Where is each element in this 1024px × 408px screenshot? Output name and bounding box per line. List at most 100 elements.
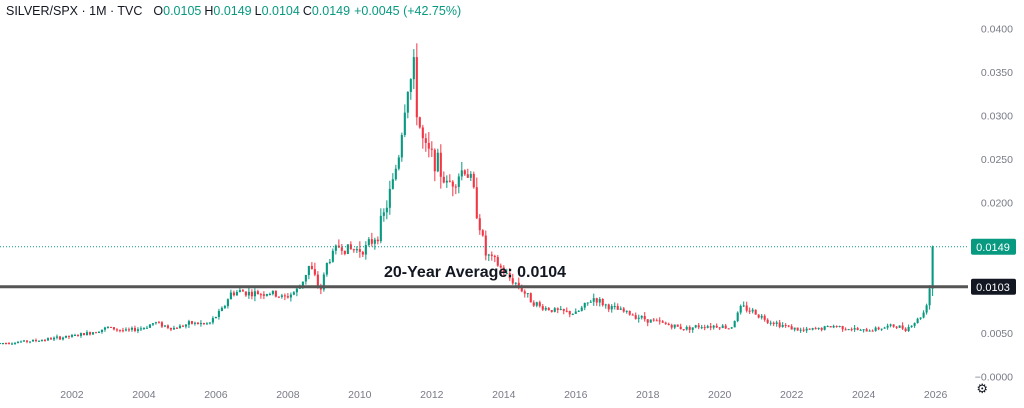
candle-body [640, 315, 643, 318]
candle-body [208, 322, 211, 324]
candle-body [394, 168, 397, 180]
candle-body [247, 291, 250, 296]
candle-body [166, 325, 169, 328]
candle-body [784, 325, 787, 327]
candle-body [139, 328, 142, 330]
candle-body [925, 305, 928, 313]
candle-body [439, 152, 442, 177]
candle-body [841, 325, 844, 330]
candle-body [904, 328, 907, 332]
candle-body [829, 326, 832, 328]
candle-body [655, 320, 658, 322]
candle-body [13, 343, 17, 345]
candle-body [253, 291, 256, 297]
candle-body [928, 288, 931, 306]
candle-body [874, 327, 877, 331]
candle-body [736, 312, 739, 322]
candle-body [70, 335, 74, 337]
candle-body [97, 331, 101, 333]
candle-body [124, 329, 127, 331]
candle-body [343, 250, 346, 254]
candle-body [256, 291, 259, 295]
candle-body [808, 328, 811, 330]
candle-body [436, 152, 439, 172]
candle-body [556, 308, 559, 310]
candle-body [853, 328, 856, 330]
candle-body [205, 323, 208, 325]
candle-body [328, 261, 331, 263]
candle-body [67, 335, 71, 337]
candle-body [712, 325, 715, 328]
candle-body [238, 290, 241, 292]
level-price-tag [971, 278, 1016, 295]
candle-body [79, 333, 83, 336]
candle-body [292, 292, 295, 295]
candle-body [0, 343, 2, 345]
candle-body [340, 247, 343, 251]
candle-body [766, 319, 769, 323]
candle-body [667, 323, 670, 326]
candle-body [442, 176, 445, 183]
candle-body [748, 310, 751, 312]
candle-body [130, 327, 133, 330]
candle-body [274, 290, 277, 297]
candle-body [778, 322, 781, 327]
candle-body [229, 292, 232, 300]
candle-body [916, 318, 919, 324]
candle-body [355, 249, 358, 251]
candle-body [922, 312, 925, 318]
candle-body [484, 235, 487, 256]
candle-body [94, 332, 98, 334]
candle-body [835, 325, 838, 327]
candle-body [232, 292, 235, 296]
candle-body [286, 296, 289, 298]
candle-body [931, 246, 934, 289]
candle-body [865, 329, 868, 332]
candle-body [457, 176, 460, 187]
symbol-label[interactable]: SILVER/SPX · 1M · TVC [6, 4, 143, 18]
x-tick-label: 2024 [852, 389, 876, 401]
candle-body [787, 325, 790, 327]
candle-body [919, 317, 922, 319]
candle-body [10, 343, 14, 345]
close-value: 0.0149 [311, 4, 351, 18]
candle-body [532, 302, 535, 306]
candle-body [718, 327, 721, 329]
candle-body [49, 338, 53, 340]
candle-body [331, 250, 334, 262]
candle-body [190, 321, 193, 324]
candle-body [688, 327, 691, 330]
candle-body [289, 294, 292, 298]
candle-body [64, 335, 68, 338]
candle-body [145, 327, 148, 329]
candle-body [862, 329, 865, 331]
candle-body [88, 332, 92, 335]
candle-body [172, 327, 175, 330]
candle-body [370, 239, 373, 244]
candle-body [610, 306, 613, 310]
candle-body [565, 310, 568, 312]
candle-body [304, 275, 307, 282]
candle-body [178, 325, 181, 329]
candle-body [883, 327, 886, 329]
candle-body [754, 309, 757, 315]
candle-body [85, 332, 89, 336]
candle-body [910, 325, 913, 327]
candle-body [52, 337, 56, 340]
candle-body [118, 329, 121, 331]
candle-body [499, 265, 502, 268]
candle-body [679, 326, 682, 330]
candle-body [433, 149, 436, 172]
candle-body [607, 304, 610, 310]
x-tick-label: 2004 [132, 389, 156, 401]
candle-body [886, 325, 889, 328]
candle-body [580, 307, 583, 311]
y-tick-label: 0.0050 [981, 328, 1013, 340]
candle-body [817, 327, 820, 329]
candle-body [451, 181, 454, 187]
gear-icon[interactable]: ⚙ [976, 381, 988, 396]
candle-body [313, 269, 316, 275]
candle-body [103, 327, 107, 330]
candle-body [631, 314, 634, 316]
candle-body [643, 315, 646, 320]
